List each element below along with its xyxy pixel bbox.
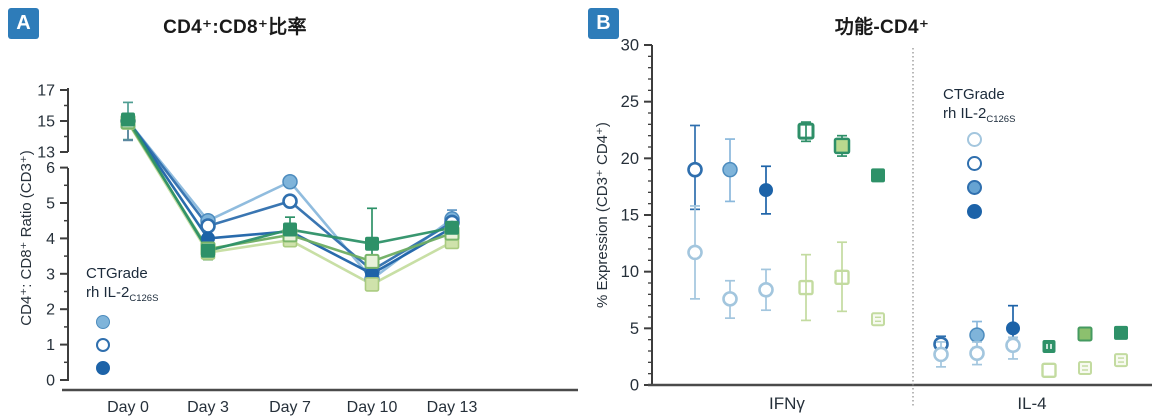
- y-tick-label: 30: [621, 37, 639, 55]
- x-category-label: Day 3: [187, 399, 229, 416]
- x-category-label: Day 10: [347, 399, 398, 416]
- data-point: [1005, 337, 1021, 354]
- legend-marker-darkblue_filled: [967, 204, 982, 219]
- panel-a-badge: A: [8, 8, 39, 39]
- panel-a-legend: CTGrade rh IL-2C126S: [86, 264, 158, 308]
- legend-marker-darkblue_filled: [96, 361, 110, 375]
- data-point: [969, 327, 985, 343]
- panel-a-y-axis-label: CD4⁺: CD8⁺ Ratio (CD3⁺): [18, 150, 35, 326]
- y-tick-label: 20: [621, 150, 639, 168]
- data-point: [1006, 321, 1020, 336]
- legend-a-line1: CTGrade: [86, 265, 148, 282]
- legend-b-line2: rh IL-2C126S: [943, 105, 1016, 125]
- panel-b-y-axis-label: % Expression (CD3⁺ CD4⁺): [594, 122, 611, 308]
- group-label: IL-4: [1017, 394, 1046, 413]
- data-point: [758, 282, 774, 298]
- panel-b-chart: 0 5 10 15 20 25 30 IFNγ IL-4: [621, 37, 1152, 413]
- y-tick-label: 15: [37, 114, 55, 131]
- data-point: [1078, 361, 1092, 376]
- data-point: [282, 174, 298, 190]
- data-point: [1077, 326, 1093, 342]
- legend-b-subscript: C126S: [986, 114, 1016, 125]
- data-point: [364, 277, 380, 292]
- y-tick-label: 0: [630, 377, 639, 395]
- data-point: [871, 312, 885, 327]
- y-tick-label: 5: [46, 196, 55, 213]
- legend-b-line1: CTGrade: [943, 86, 1005, 103]
- data-point: [282, 193, 298, 210]
- y-tick-label: 0: [46, 373, 55, 390]
- data-point: [1114, 325, 1128, 340]
- y-tick-label: 5: [630, 320, 639, 338]
- x-category-label: Day 7: [269, 399, 311, 416]
- data-point: [364, 253, 380, 269]
- data-point: [1114, 353, 1128, 368]
- y-tick-label: 2: [46, 302, 55, 319]
- panel-a-title: CD4⁺:CD8⁺比率: [163, 17, 307, 38]
- legend-a-subscript: C126S: [129, 293, 159, 304]
- legend-marker-blue_open: [967, 156, 982, 171]
- panel-a-chart: 13 15 17 0 1 2 3 4 5 6 Day 0 Day 3 Day 7 Day 10 Day 13: [37, 83, 578, 416]
- y-tick-label: 1: [46, 337, 55, 354]
- y-tick-label: 13: [37, 145, 55, 162]
- y-tick-label: 10: [621, 263, 639, 281]
- panel-b-title: 功能-CD4⁺: [834, 17, 930, 38]
- y-tick-label: 6: [46, 160, 55, 177]
- legend-marker-paleblue_open: [967, 132, 982, 147]
- data-point: [933, 346, 949, 363]
- data-point: [1041, 362, 1057, 378]
- y-tick-label: 15: [621, 207, 639, 225]
- panel-b-badge: B: [588, 8, 619, 39]
- legend-marker-lightblue_filled: [96, 315, 110, 329]
- data-point: [445, 220, 459, 235]
- data-point: [722, 291, 738, 307]
- data-point: [759, 183, 773, 198]
- data-point: [687, 244, 703, 261]
- data-point: [687, 161, 703, 178]
- group-label: IFNγ: [769, 394, 805, 413]
- data-point: [200, 218, 216, 234]
- data-point: [283, 222, 297, 237]
- data-point: [722, 161, 738, 178]
- y-tick-label: 25: [621, 93, 639, 111]
- data-point: [365, 236, 379, 251]
- data-point: [969, 345, 985, 362]
- legend-a-line2: rh IL-2C126S: [86, 284, 159, 304]
- y-tick-label: 4: [46, 231, 55, 248]
- data-point: [121, 112, 135, 127]
- legend-marker-blue_open: [96, 338, 110, 352]
- data-point: [871, 168, 885, 183]
- y-tick-label: 17: [37, 83, 55, 100]
- x-category-label: Day 13: [427, 399, 478, 416]
- panel-b-legend: CTGrade rh IL-2C126S: [943, 85, 1015, 129]
- data-point: [833, 137, 851, 155]
- data-point: [201, 243, 215, 258]
- y-tick-label: 3: [46, 266, 55, 283]
- x-category-label: Day 0: [107, 399, 149, 416]
- legend-marker-lightblue_filled2: [967, 180, 982, 195]
- data-point: [1042, 339, 1056, 353]
